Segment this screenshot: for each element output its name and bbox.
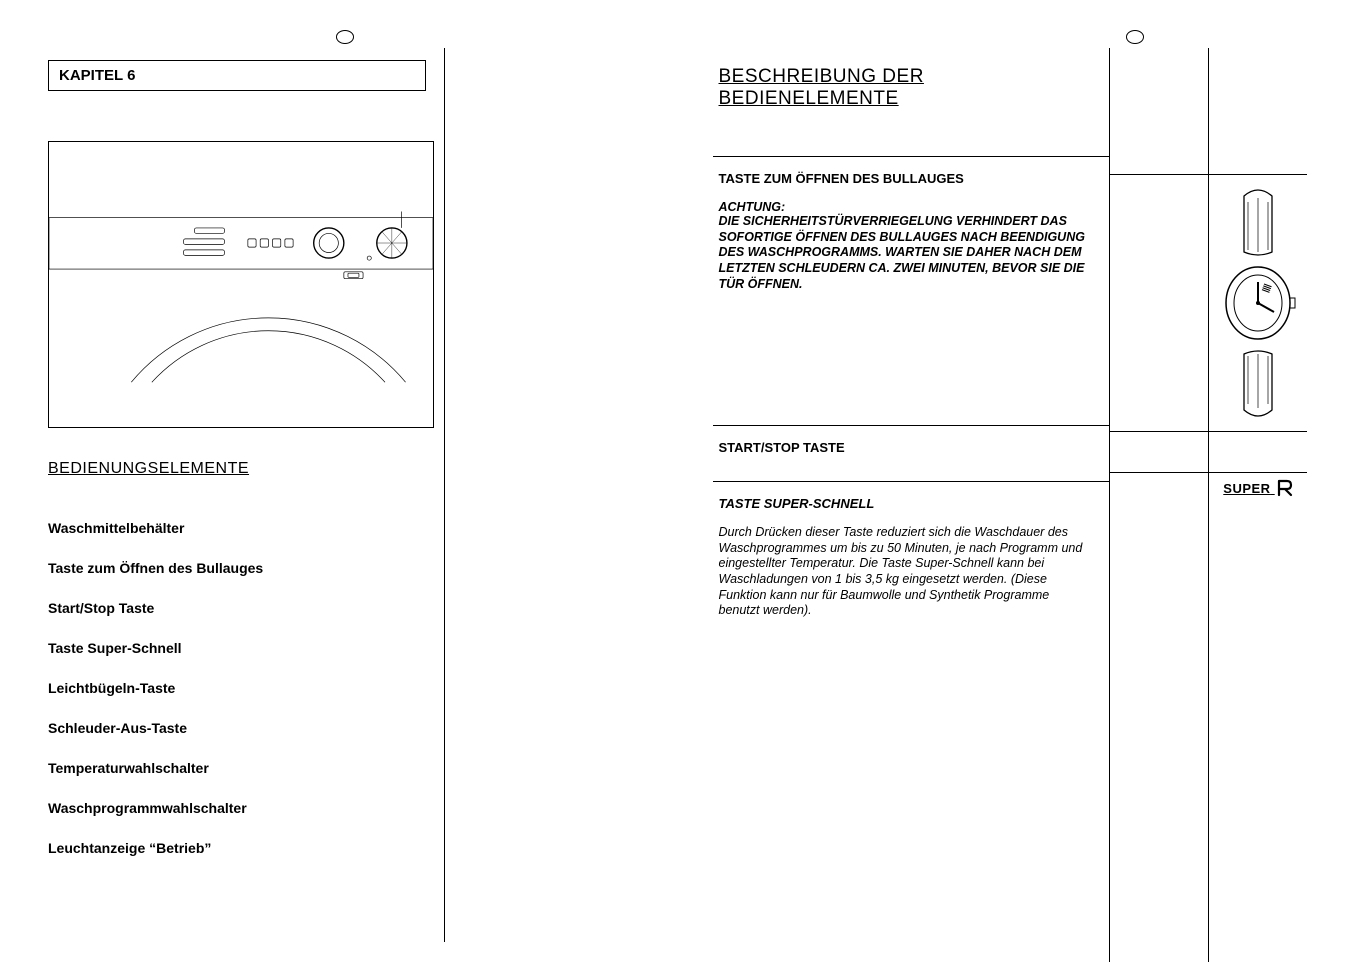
list-item: Waschmittelbehälter xyxy=(48,520,434,536)
left-column-wrapper: KAPITEL 6 xyxy=(48,48,643,942)
warning-title: ACHTUNG: xyxy=(719,200,1092,214)
open-door-title: TASTE ZUM ÖFFNEN DES BULLAUGES xyxy=(719,171,1092,186)
controls-section-title: BEDIENUNGSELEMENTE xyxy=(48,460,434,478)
super-rapid-label: SUPER xyxy=(1209,473,1307,500)
open-door-block: TASTE ZUM ÖFFNEN DES BULLAUGES ACHTUNG: … xyxy=(719,157,1092,425)
left-main-column: KAPITEL 6 xyxy=(48,48,445,942)
right-side-col-2: SUPER xyxy=(1209,48,1307,962)
list-item: Start/Stop Taste xyxy=(48,600,434,616)
washer-diagram-frame xyxy=(48,141,434,428)
left-gutter xyxy=(445,48,643,942)
right-main-column: BESCHREIBUNG DER BEDIENELEMENTE TASTE ZU… xyxy=(713,48,1111,962)
list-item: Leichtbügeln-Taste xyxy=(48,680,434,696)
list-item: Schleuder-Aus-Taste xyxy=(48,720,434,736)
binder-hole-icon xyxy=(336,30,354,44)
left-page: KAPITEL 6 xyxy=(0,0,681,954)
chapter-title-box: KAPITEL 6 xyxy=(48,60,426,91)
watch-illustration-cell xyxy=(1110,175,1208,431)
washer-diagram xyxy=(49,142,433,427)
binder-hole-icon xyxy=(1126,30,1144,44)
list-item: Taste zum Öffnen des Bullauges xyxy=(48,560,434,576)
two-page-spread: KAPITEL 6 xyxy=(0,0,1351,954)
super-text: SUPER xyxy=(1223,481,1270,496)
binder-hole-row xyxy=(963,30,1308,48)
rapid-glyph-icon xyxy=(1277,479,1293,500)
super-fast-body: Durch Drücken dieser Taste reduziert sic… xyxy=(719,525,1092,619)
super-fast-block: TASTE SUPER-SCHNELL Durch Drücken dieser… xyxy=(719,482,1092,637)
super-fast-title: TASTE SUPER-SCHNELL xyxy=(719,496,1092,511)
list-item: Waschprogrammwahlschalter xyxy=(48,800,434,816)
list-item: Temperaturwahlschalter xyxy=(48,760,434,776)
right-three-col: BESCHREIBUNG DER BEDIENELEMENTE TASTE ZU… xyxy=(713,48,1308,962)
right-page: BESCHREIBUNG DER BEDIENELEMENTE TASTE ZU… xyxy=(681,0,1351,954)
controls-list: Waschmittelbehälter Taste zum Öffnen des… xyxy=(48,520,434,856)
right-side-col-1 xyxy=(1110,48,1209,962)
watch-illustration-cell xyxy=(1209,175,1307,431)
list-item: Taste Super-Schnell xyxy=(48,640,434,656)
wristwatch-icon xyxy=(1214,188,1302,418)
binder-hole-row xyxy=(48,30,643,48)
controls-description-header: BESCHREIBUNG DER BEDIENELEMENTE xyxy=(719,66,1092,110)
divider xyxy=(1110,472,1208,473)
warning-body: DIE SICHERHEITSTÜRVERRIEGELUNG VERHINDER… xyxy=(719,214,1092,292)
start-stop-block: START/STOP TASTE xyxy=(719,426,1092,481)
start-stop-title: START/STOP TASTE xyxy=(719,440,1092,455)
list-item: Leuchtanzeige “Betrieb” xyxy=(48,840,434,856)
